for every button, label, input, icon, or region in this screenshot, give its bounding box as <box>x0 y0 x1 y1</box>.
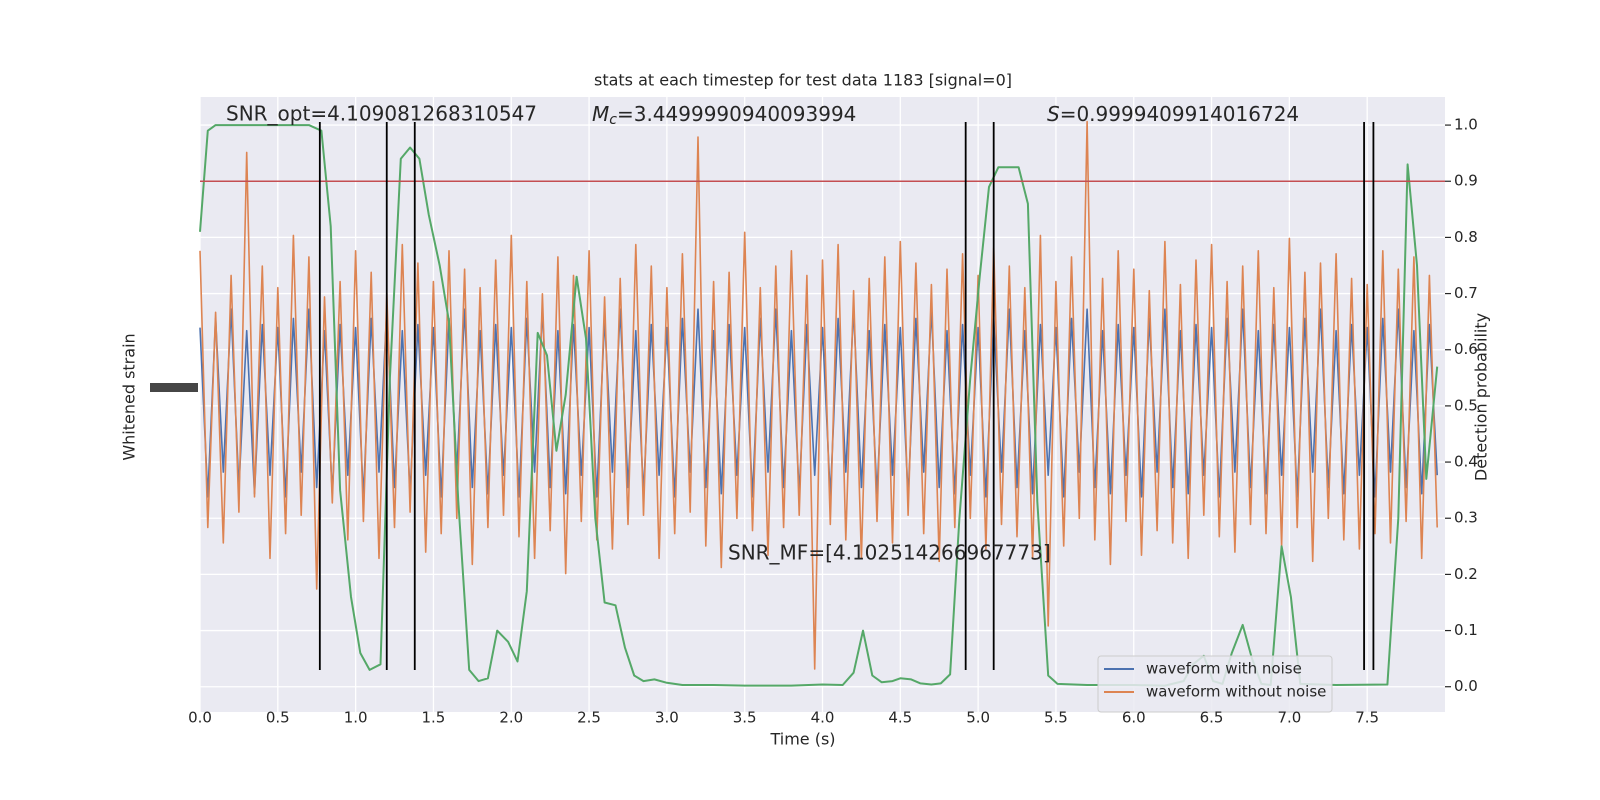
y2-tick-label: 0.6 <box>1454 340 1478 358</box>
x-tick-label: 4.0 <box>811 709 835 727</box>
y2-tick-label: 0.2 <box>1454 565 1478 583</box>
crushed-tick-labels <box>150 383 198 392</box>
chart-title: stats at each timestep for test data 118… <box>594 71 1012 90</box>
annotation-value: =3.4499990940093994 <box>617 102 856 126</box>
y2-tick-label: 0.7 <box>1454 284 1478 302</box>
annotation: Mc=3.4499990940093994 <box>592 102 856 129</box>
annotations: SNR_opt=4.109081268310547 SNR_MF=[4.10251… <box>226 102 1333 713</box>
x-tick-label: 5.5 <box>1044 709 1068 727</box>
x-tick-label: 0.0 <box>188 709 212 727</box>
x-tick-label: 4.5 <box>888 709 912 727</box>
y2-tick-label: 0.4 <box>1454 453 1478 471</box>
y2-tick-label: 0.3 <box>1454 509 1478 527</box>
y2-axis-label: Detection probability <box>1472 313 1491 481</box>
legend-label: waveform without noise <box>1146 683 1326 701</box>
annotation-value: =0.9999409914016724 <box>1060 102 1299 126</box>
x-tick-label: 5.0 <box>966 709 990 727</box>
y2-tick-label: 0.5 <box>1454 396 1478 414</box>
y2-tick-label: 0.1 <box>1454 621 1478 639</box>
x-tick-label: 3.0 <box>655 709 679 727</box>
y2-tick-label: 0.9 <box>1454 172 1478 190</box>
x-tick-label: 2.0 <box>499 709 523 727</box>
x-tick-label: 3.5 <box>733 709 757 727</box>
x-tick-label: 1.0 <box>344 709 368 727</box>
annotation-subscript: c <box>609 112 617 128</box>
y-axis-label: Whitened strain <box>120 333 139 460</box>
x-tick-label: 0.5 <box>266 709 290 727</box>
y2-tick-label: 0.0 <box>1454 677 1478 695</box>
y2-tick-label: 1.0 <box>1454 116 1478 134</box>
legend-box <box>1097 655 1333 713</box>
x-tick-label: 7.0 <box>1277 709 1301 727</box>
y2-tick-label: 0.8 <box>1454 228 1478 246</box>
annotation: SNR_opt=4.109081268310547 <box>226 102 537 126</box>
annotation-symbol: M <box>592 102 609 126</box>
annotation-symbol: S <box>1047 102 1060 126</box>
x-tick-label: 6.0 <box>1122 709 1146 727</box>
x-tick-label: 6.5 <box>1200 709 1224 727</box>
annotation: SNR_MF=[4.102514266967773] <box>728 541 1051 565</box>
x-tick-label: 2.5 <box>577 709 601 727</box>
x-tick-label: 7.5 <box>1355 709 1379 727</box>
x-tick-label: 1.5 <box>422 709 446 727</box>
series-line <box>199 120 1438 670</box>
legend-label: waveform with noise <box>1146 660 1302 678</box>
x-axis-label: Time (s) <box>769 730 835 749</box>
annotation: S=0.9999409914016724 <box>1047 102 1299 126</box>
